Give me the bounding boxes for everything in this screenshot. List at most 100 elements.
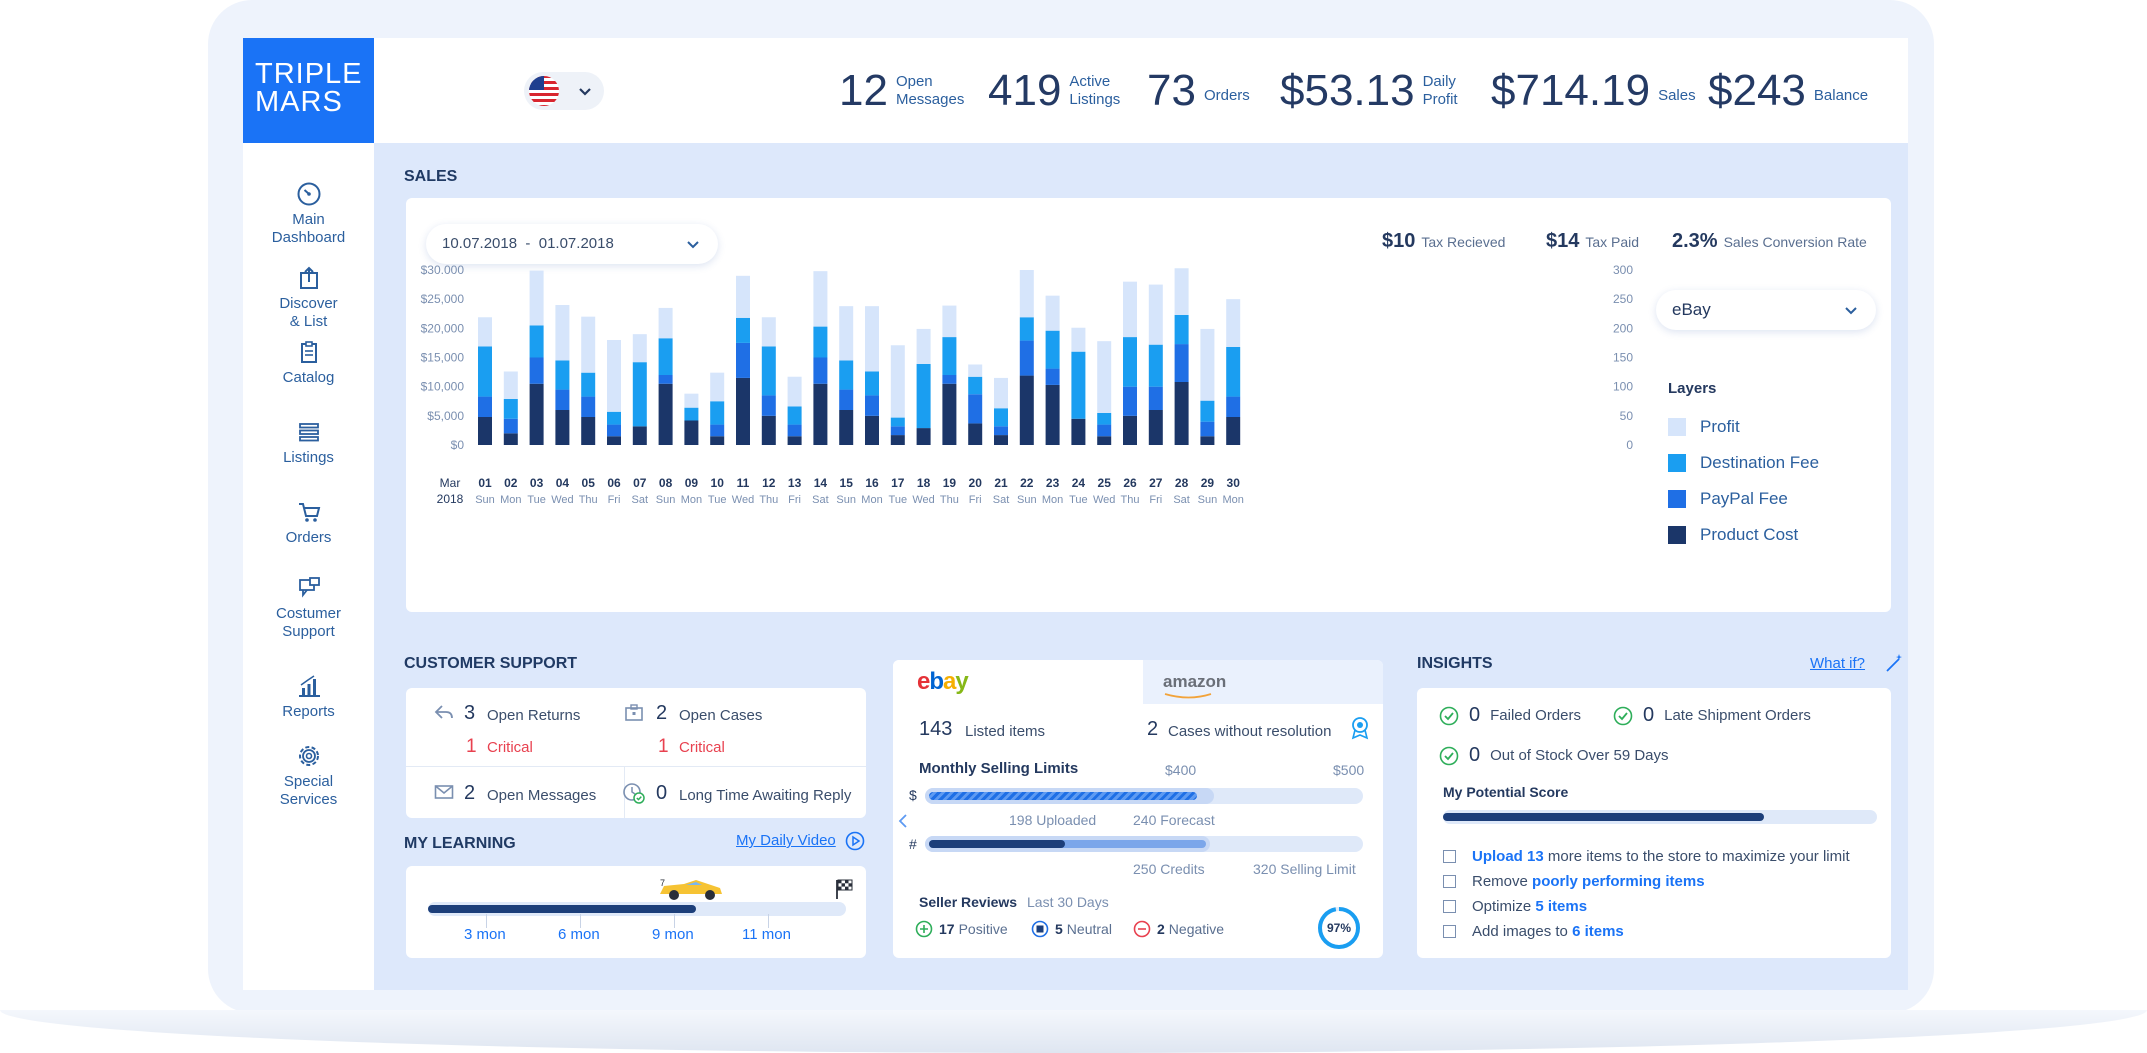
bar-segment-profit: [813, 271, 828, 327]
task-highlight[interactable]: 6 items: [1572, 923, 1624, 940]
bar-segment-profit: [942, 305, 957, 338]
bar-segment-profit: [581, 316, 596, 373]
brand-logo[interactable]: TRIPLE MARS: [243, 38, 374, 143]
count-forecast-inner: [929, 840, 1206, 848]
awaiting-reply-value: 0: [656, 782, 668, 804]
sidebar-item-label: Orders: [285, 529, 332, 546]
legend-item-paypal-fee[interactable]: PayPal Fee: [1668, 481, 1819, 517]
bar-segment-paypal-fee: [503, 418, 518, 434]
review-positive[interactable]: 17 Positive: [915, 920, 1008, 938]
insight-failed-orders[interactable]: 0 Failed Orders: [1439, 704, 1581, 727]
daily-video-link[interactable]: My Daily Video: [736, 831, 865, 851]
bar-segment-product-cost: [503, 433, 518, 445]
review-negative[interactable]: 2 Negative: [1133, 920, 1224, 938]
legend-swatch: [1668, 418, 1686, 436]
y-tick-label: $15,000: [421, 351, 465, 365]
sidebar-item-main-dashboard[interactable]: Main Dashboard: [243, 181, 374, 247]
bar-segment-profit: [890, 345, 905, 418]
what-if-link[interactable]: What if?: [1810, 654, 1902, 673]
insight-late-shipment[interactable]: 0 Late Shipment Orders: [1613, 704, 1811, 727]
sidebar-item-listings[interactable]: Listings: [243, 419, 374, 467]
date-range-picker[interactable]: 10.07.2018 - 01.07.2018: [426, 224, 718, 264]
bar-segment-destination-fee: [1174, 314, 1189, 345]
sidebar-item-discover-list[interactable]: Discover & List: [243, 265, 374, 331]
stat-open-messages[interactable]: 12 Open Messages: [839, 66, 964, 116]
task-prefix: Optimize: [1472, 898, 1536, 915]
task-add-images[interactable]: Add images to 6 items: [1443, 923, 1624, 940]
bar-segment-product-cost: [529, 383, 544, 445]
checkbox[interactable]: [1443, 925, 1456, 938]
task-optimize[interactable]: Optimize 5 items: [1443, 898, 1587, 915]
sidebar-item-reports[interactable]: Reports: [243, 673, 374, 721]
legend-item-destination-fee[interactable]: Destination Fee: [1668, 445, 1819, 481]
checkbox[interactable]: [1443, 875, 1456, 888]
bar-segment-paypal-fee: [890, 426, 905, 436]
review-neutral[interactable]: 5 Neutral: [1031, 920, 1112, 938]
tab-ebay[interactable]: ebay ebay: [893, 660, 1143, 704]
minus-circle-icon: [1133, 920, 1151, 938]
sidebar-item-special-services[interactable]: Special Services: [243, 743, 374, 809]
bar-segment-destination-fee: [1200, 400, 1215, 422]
stat-label: Orders: [1203, 87, 1250, 104]
review-neutral-value: 5: [1055, 921, 1063, 937]
task-remove[interactable]: Remove poorly performing items: [1443, 873, 1705, 890]
bar-segment-product-cost: [916, 428, 931, 445]
weekday-label: Thu: [1121, 494, 1140, 506]
task-highlight[interactable]: Upload 13: [1472, 848, 1544, 865]
legend-item-product-cost[interactable]: Product Cost: [1668, 517, 1819, 553]
bar-segment-paypal-fee: [478, 396, 492, 417]
country-selector[interactable]: [524, 72, 604, 110]
chevron-left-icon[interactable]: [897, 813, 909, 829]
gauge-icon: [297, 182, 320, 206]
marketplace-select[interactable]: eBay: [1656, 290, 1876, 330]
legend-item-profit[interactable]: Profit: [1668, 409, 1819, 445]
task-highlight[interactable]: 5 items: [1535, 898, 1588, 915]
stat-active-listings[interactable]: 419 Active Listings: [988, 66, 1120, 116]
bar-segment-profit: [1097, 341, 1112, 413]
upload-box-icon: [299, 266, 318, 289]
bar-segment-product-cost: [994, 435, 1008, 445]
weekday-label: Sat: [993, 494, 1010, 506]
sidebar-item-orders[interactable]: Orders: [243, 499, 374, 547]
sidebar-item-label: Listings: [283, 449, 334, 466]
sidebar-item-catalog[interactable]: Catalog: [243, 339, 374, 387]
stat-balance[interactable]: $243 Balance: [1708, 66, 1868, 116]
task-upload[interactable]: Upload 13 more items to the store to max…: [1443, 848, 1850, 865]
sidebar-item-costumer-support[interactable]: Costumer Support: [243, 575, 374, 641]
x-tick-label: 22: [1020, 476, 1034, 490]
task-highlight[interactable]: poorly performing items: [1532, 873, 1705, 890]
y-tick-label: $20,000: [421, 321, 465, 335]
weekday-label: Wed: [1093, 494, 1115, 506]
dollar-caption-uploaded: 198 Uploaded: [1009, 812, 1097, 828]
sidebar-item-label: Dashboard: [271, 229, 346, 246]
learning-progress-fill: [428, 905, 696, 913]
bar-segment-profit: [710, 372, 725, 402]
checkbox[interactable]: [1443, 900, 1456, 913]
bar-segment-paypal-fee: [994, 426, 1008, 436]
seller-reviews-title: Seller Reviews: [919, 894, 1018, 910]
insight-out-of-stock[interactable]: 0 Out of Stock Over 59 Days: [1439, 744, 1669, 767]
stat-daily-profit[interactable]: $53.13 Daily Profit: [1280, 66, 1458, 116]
x-tick-label: 19: [943, 476, 957, 490]
weekday-label: Sat: [1173, 494, 1190, 506]
weekday-label: Tue: [1069, 494, 1088, 506]
bar-segment-profit: [1045, 295, 1060, 331]
stat-sales[interactable]: $714.19 Sales: [1491, 66, 1696, 116]
bar-segment-destination-fee: [736, 317, 750, 343]
bar-segment-product-cost: [658, 383, 673, 445]
stat-orders[interactable]: 73 Orders: [1147, 66, 1250, 116]
chevron-down-icon: [1845, 307, 1857, 315]
x-tick-label: 28: [1175, 476, 1189, 490]
x-tick-label: 10: [711, 476, 725, 490]
award-ribbon-icon[interactable]: [1349, 716, 1371, 740]
ebay-logo: ebay: [917, 668, 969, 695]
x-tick-label: 26: [1123, 476, 1137, 490]
checkbox[interactable]: [1443, 850, 1456, 863]
learning-tick-label: 11 mon: [742, 926, 791, 943]
bar-segment-product-cost: [1045, 384, 1060, 445]
stat-value: 419: [988, 66, 1062, 115]
kpi-value: 2.3%: [1672, 230, 1718, 252]
tab-amazon[interactable]: amazon: [1143, 660, 1383, 704]
customer-support-card: 3 Open Returns 1 Critical 2 Open Cases 1…: [406, 688, 866, 818]
top-bar: 12 Open Messages 419 Active Listings 73 Or…: [374, 38, 1908, 143]
